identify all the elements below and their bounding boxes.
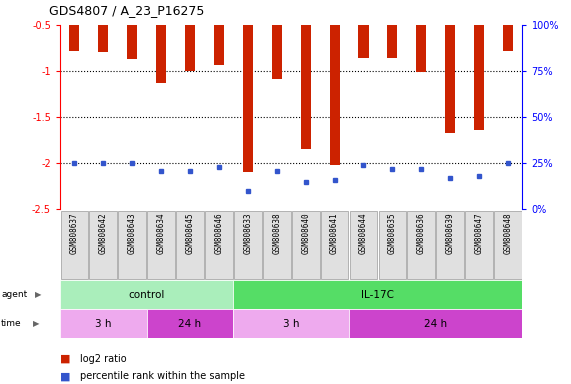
Text: GSM808645: GSM808645 [186, 213, 195, 255]
Bar [379, 211, 406, 279]
Bar [205, 211, 233, 279]
Bar [321, 211, 348, 279]
Bar [349, 211, 377, 279]
Bar [176, 211, 204, 279]
Bar [60, 309, 147, 338]
Bar [387, 25, 397, 58]
Bar [214, 25, 224, 65]
Bar [147, 211, 175, 279]
Text: GSM808635: GSM808635 [388, 213, 397, 255]
Bar [408, 211, 435, 279]
Text: GSM808642: GSM808642 [99, 213, 108, 255]
Text: ■: ■ [60, 371, 70, 381]
Bar [474, 25, 484, 130]
Bar [349, 309, 522, 338]
Text: agent: agent [1, 290, 27, 299]
Bar [60, 280, 234, 309]
Bar [494, 211, 522, 279]
Bar [465, 211, 493, 279]
Bar [156, 25, 166, 83]
Text: GSM808647: GSM808647 [475, 213, 484, 255]
Bar [98, 25, 108, 52]
Text: GSM808646: GSM808646 [215, 213, 223, 255]
Bar [69, 25, 79, 51]
Text: ▶: ▶ [33, 319, 39, 328]
Bar [243, 25, 253, 172]
Text: control: control [128, 290, 165, 300]
Bar [445, 25, 455, 133]
Text: 3 h: 3 h [95, 318, 111, 329]
Text: 24 h: 24 h [424, 318, 447, 329]
Bar [272, 25, 282, 79]
Bar [234, 211, 262, 279]
Bar [234, 309, 349, 338]
Bar [329, 25, 340, 165]
Bar [416, 25, 427, 72]
Text: GSM808636: GSM808636 [417, 213, 426, 255]
Bar [436, 211, 464, 279]
Text: GSM808644: GSM808644 [359, 213, 368, 255]
Text: percentile rank within the sample: percentile rank within the sample [80, 371, 245, 381]
Bar [263, 211, 291, 279]
Text: time: time [1, 319, 22, 328]
Text: 3 h: 3 h [283, 318, 299, 329]
Text: GSM808640: GSM808640 [301, 213, 310, 255]
Text: log2 ratio: log2 ratio [80, 354, 127, 364]
Text: GSM808648: GSM808648 [504, 213, 513, 255]
Text: GSM808639: GSM808639 [446, 213, 455, 255]
Bar [300, 25, 311, 149]
Text: GSM808634: GSM808634 [156, 213, 166, 255]
Text: GSM808638: GSM808638 [272, 213, 282, 255]
Text: GSM808633: GSM808633 [243, 213, 252, 255]
Text: GSM808637: GSM808637 [70, 213, 79, 255]
Bar [234, 280, 522, 309]
Bar [127, 25, 137, 59]
Text: GDS4807 / A_23_P16275: GDS4807 / A_23_P16275 [49, 4, 204, 17]
Bar [118, 211, 146, 279]
Bar [359, 25, 368, 58]
Bar [185, 25, 195, 71]
Text: GSM808643: GSM808643 [128, 213, 136, 255]
Bar [292, 211, 320, 279]
Bar [61, 211, 89, 279]
Bar [90, 211, 117, 279]
Bar [147, 309, 234, 338]
Bar [503, 25, 513, 51]
Text: IL-17C: IL-17C [361, 290, 395, 300]
Text: ■: ■ [60, 354, 70, 364]
Text: ▶: ▶ [35, 290, 42, 299]
Text: GSM808641: GSM808641 [330, 213, 339, 255]
Text: 24 h: 24 h [179, 318, 202, 329]
